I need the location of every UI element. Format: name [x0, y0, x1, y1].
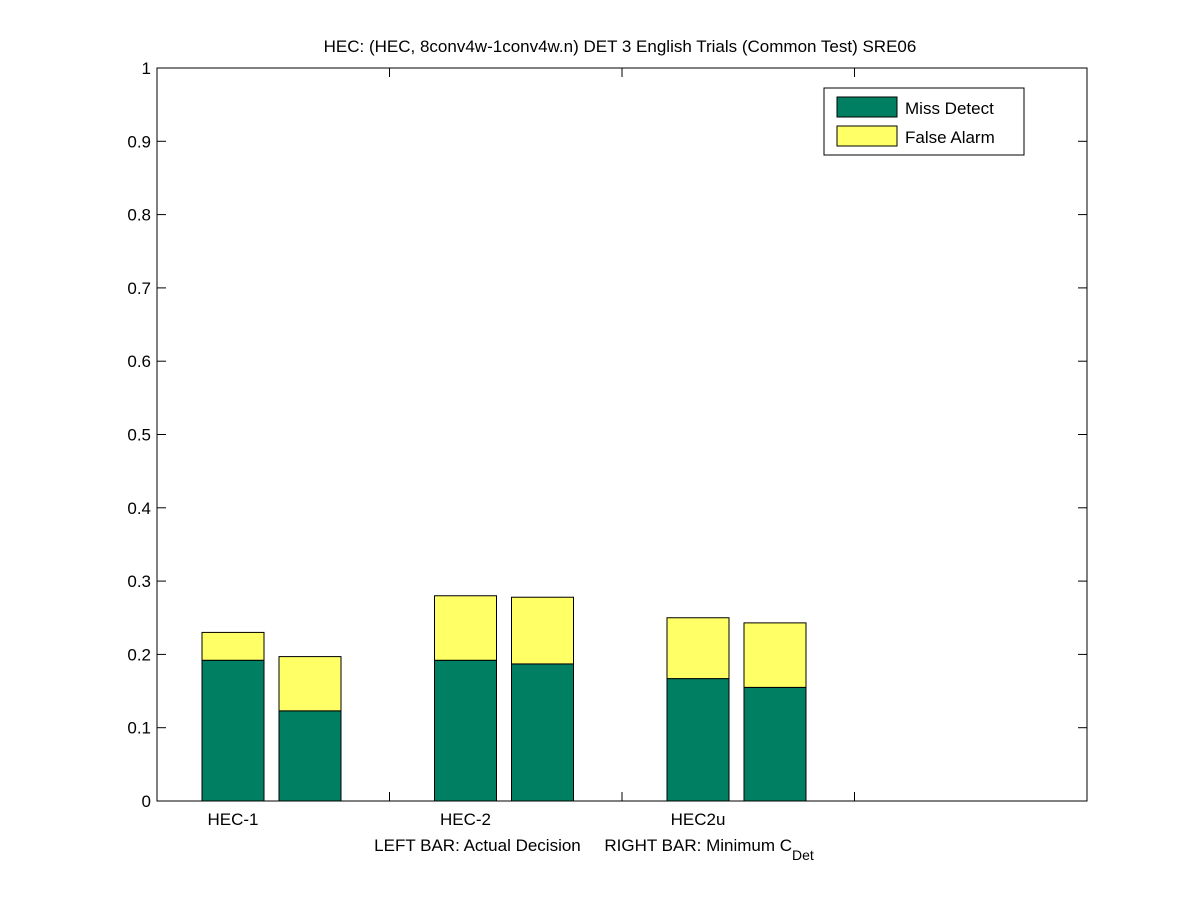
- y-tick-label: 0.8: [127, 206, 151, 225]
- x-category-label: HEC-1: [207, 810, 258, 829]
- bar-hec2u-minimum-miss-detect: [743, 686, 807, 802]
- bar-hec-2-actual-miss-detect: [434, 659, 497, 802]
- y-tick-label: 0.1: [127, 719, 151, 738]
- bar-hec2u-actual-miss-detect: [666, 678, 730, 802]
- y-tick-label: 0.7: [127, 279, 151, 298]
- legend-label-miss-detect: Miss Detect: [905, 99, 994, 118]
- bar-hec-1-actual-miss-detect: [201, 659, 265, 802]
- legend-swatch-miss-detect: [836, 96, 898, 118]
- y-tick-label: 1: [142, 59, 151, 78]
- y-tick-label: 0.2: [127, 645, 151, 664]
- x-axis-label-main: LEFT BAR: Actual Decision RIGHT BAR: Min…: [374, 836, 792, 855]
- bar-hec-1-actual-false-alarm: [201, 631, 265, 661]
- y-tick-label: 0.3: [127, 572, 151, 591]
- y-tick-label: 0.6: [127, 352, 151, 371]
- bar-hec-2-minimum-false-alarm: [511, 596, 574, 665]
- bar-hec-1-minimum-miss-detect: [278, 710, 342, 802]
- bars: [201, 595, 807, 802]
- bar-hec2u-minimum-false-alarm: [743, 622, 807, 688]
- bar-hec-1-minimum-false-alarm: [278, 656, 342, 712]
- x-category-label: HEC2u: [671, 810, 726, 829]
- y-axis-ticks: 0 0.1 0.2 0.3 0.4 0.5 0.6 0.7 0.8 0.9 1: [127, 59, 1087, 811]
- y-tick-label: 0.5: [127, 426, 151, 445]
- legend: Miss Detect False Alarm: [823, 87, 1025, 156]
- chart-title: HEC: (HEC, 8conv4w-1conv4w.n) DET 3 Engl…: [324, 37, 917, 56]
- x-axis-ticks: HEC-1 HEC-2 HEC2u: [207, 68, 855, 829]
- x-category-label: HEC-2: [440, 810, 491, 829]
- bar-hec-2-minimum-miss-detect: [511, 663, 574, 802]
- bar-hec2u-actual-false-alarm: [666, 617, 730, 680]
- bar-hec-2-actual-false-alarm: [434, 595, 497, 661]
- y-tick-label: 0.4: [127, 499, 151, 518]
- y-tick-label: 0.9: [127, 132, 151, 151]
- y-tick-label: 0: [142, 792, 151, 811]
- legend-label-false-alarm: False Alarm: [905, 128, 995, 147]
- x-axis-label-subscript: Det: [792, 847, 814, 863]
- legend-swatch-false-alarm: [836, 125, 898, 147]
- x-axis-label: LEFT BAR: Actual Decision RIGHT BAR: Min…: [374, 836, 814, 863]
